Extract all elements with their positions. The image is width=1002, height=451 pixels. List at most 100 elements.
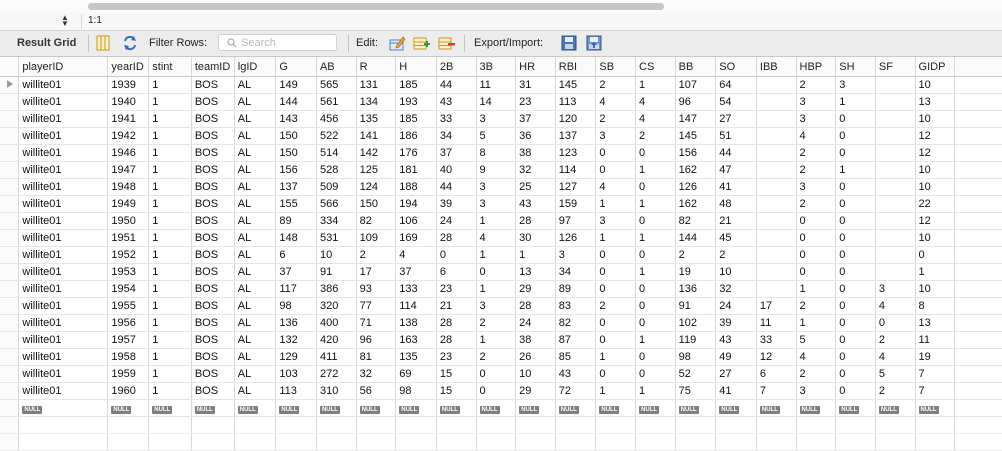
cell-hbp[interactable]: 2 (796, 195, 837, 213)
table-row[interactable]: willite01 1955 1 BOS AL 98 320 77 114 21 3 28 83 2 0 91… (0, 297, 1002, 315)
cell-lgid[interactable]: AL (234, 348, 277, 366)
cell-h[interactable]: 188 (395, 178, 437, 196)
cell-gidp[interactable]: 19 (915, 348, 956, 366)
cell-h[interactable]: 114 (395, 297, 437, 315)
cell-sh[interactable]: 0 (835, 195, 876, 213)
cell-hbp[interactable]: 2 (796, 76, 837, 94)
cell-sb[interactable]: 1 (595, 229, 637, 247)
cell-stint[interactable]: 1 (148, 280, 192, 298)
cell-sb[interactable]: 0 (595, 161, 637, 179)
cell-bb[interactable]: 162 (675, 195, 717, 213)
cell-sh[interactable]: 0 (835, 178, 876, 196)
column-header-bb[interactable]: BB (675, 57, 717, 77)
cell-teamid[interactable]: BOS (191, 280, 235, 298)
cell-stint[interactable]: 1 (148, 127, 192, 145)
cell-r[interactable]: 150 (356, 195, 397, 213)
cell-playerid[interactable]: willite01 (18, 195, 109, 213)
cell-lgid[interactable]: AL (234, 212, 277, 230)
column-header-cs[interactable]: CS (635, 57, 676, 77)
cell-sf[interactable] (875, 76, 916, 94)
cell-ab[interactable]: 561 (316, 93, 357, 111)
cell-hbp[interactable]: 2 (796, 144, 837, 162)
cell-playerid[interactable]: willite01 (18, 382, 109, 400)
cell-cs[interactable]: 1 (635, 331, 676, 349)
cell-h[interactable]: 135 (395, 348, 437, 366)
cell-teamid[interactable]: BOS (191, 76, 235, 94)
cell-teamid[interactable]: BOS (191, 246, 235, 264)
cell-hbp[interactable]: 2 (796, 297, 837, 315)
cell-gidp[interactable]: 12 (915, 144, 956, 162)
cell-gidp[interactable]: 7 (915, 365, 956, 383)
column-header-hr[interactable]: HR (515, 57, 556, 77)
cell-gidp[interactable]: 13 (915, 93, 956, 111)
cell-gidp[interactable]: 12 (915, 212, 956, 230)
row-selector[interactable] (0, 127, 20, 145)
cell-yearid[interactable]: 1942 (107, 127, 150, 145)
cell-sf[interactable]: 4 (875, 297, 916, 315)
cell-ibb[interactable] (756, 161, 797, 179)
cell-playerid[interactable]: willite01 (18, 144, 109, 162)
cell-ibb[interactable] (756, 246, 797, 264)
cell-sh[interactable]: 0 (835, 348, 876, 366)
cell-lgid[interactable]: AL (234, 365, 277, 383)
cell-2b[interactable]: 0 (436, 246, 477, 264)
cell-sb[interactable]: 3 (595, 212, 637, 230)
cell-cs[interactable]: 1 (635, 195, 676, 213)
cell-rbi[interactable]: 113 (555, 93, 597, 111)
cell-sh[interactable]: 0 (835, 246, 876, 264)
cell-hbp[interactable]: 2 (796, 365, 837, 383)
row-selector[interactable] (0, 280, 20, 298)
new-row-cell-lgid[interactable]: NULL (234, 399, 277, 417)
cell-3b[interactable]: 0 (476, 263, 517, 281)
cell-hbp[interactable]: 0 (796, 246, 837, 264)
cell-yearid[interactable]: 1941 (107, 110, 150, 128)
new-row-cell-sb[interactable]: NULL (595, 399, 637, 417)
cell-sb[interactable]: 0 (595, 365, 637, 383)
edit-row-icon[interactable] (388, 34, 406, 52)
cell-so[interactable]: 54 (715, 93, 757, 111)
row-selector[interactable] (0, 195, 20, 213)
column-header-g[interactable]: G (275, 57, 317, 77)
cell-r[interactable]: 135 (356, 110, 397, 128)
cell-h[interactable]: 185 (395, 76, 437, 94)
cell-sh[interactable]: 0 (835, 382, 876, 400)
cell-sf[interactable] (875, 229, 916, 247)
cell-g[interactable]: 113 (275, 382, 317, 400)
new-row-cell-hbp[interactable]: NULL (796, 399, 837, 417)
cell-hr[interactable]: 29 (515, 382, 556, 400)
zoom-stepper[interactable]: ▲ ▼ (61, 13, 69, 28)
cell-so[interactable]: 44 (715, 144, 757, 162)
column-header-playerid[interactable]: playerID (18, 57, 109, 77)
row-selector[interactable] (0, 229, 20, 247)
cell-sb[interactable]: 2 (595, 110, 637, 128)
cell-yearid[interactable]: 1960 (107, 382, 150, 400)
cell-cs[interactable]: 0 (635, 280, 676, 298)
cell-bb[interactable]: 119 (675, 331, 717, 349)
cell-stint[interactable]: 1 (148, 348, 192, 366)
new-row-cell-h[interactable]: NULL (395, 399, 437, 417)
row-selector[interactable] (0, 161, 20, 179)
result-grid[interactable]: playerID yearID stint teamID lgID G AB R H 2B 3B HR… (0, 57, 1002, 451)
cell-2b[interactable]: 28 (436, 331, 477, 349)
cell-hbp[interactable]: 3 (796, 382, 837, 400)
cell-h[interactable]: 186 (395, 127, 437, 145)
cell-h[interactable]: 163 (395, 331, 437, 349)
cell-sf[interactable]: 4 (875, 348, 916, 366)
cell-cs[interactable]: 1 (635, 76, 676, 94)
cell-sb[interactable]: 1 (595, 195, 637, 213)
cell-ab[interactable]: 310 (316, 382, 357, 400)
column-header-2b[interactable]: 2B (436, 57, 477, 77)
cell-rbi[interactable]: 3 (555, 246, 597, 264)
new-row-cell-3b[interactable]: NULL (476, 399, 517, 417)
cell-rbi[interactable]: 82 (555, 314, 597, 332)
cell-lgid[interactable]: AL (234, 93, 277, 111)
cell-playerid[interactable]: willite01 (18, 110, 109, 128)
cell-2b[interactable]: 28 (436, 229, 477, 247)
cell-g[interactable]: 148 (275, 229, 317, 247)
horizontal-scrollbar-thumb[interactable] (88, 3, 664, 10)
filter-search-box[interactable] (218, 34, 337, 51)
cell-2b[interactable]: 21 (436, 297, 477, 315)
table-row[interactable]: willite01 1958 1 BOS AL 129 411 81 135 23 2 26 85 1 0 9… (0, 348, 1002, 366)
cell-yearid[interactable]: 1952 (107, 246, 150, 264)
row-selector[interactable] (0, 348, 20, 366)
